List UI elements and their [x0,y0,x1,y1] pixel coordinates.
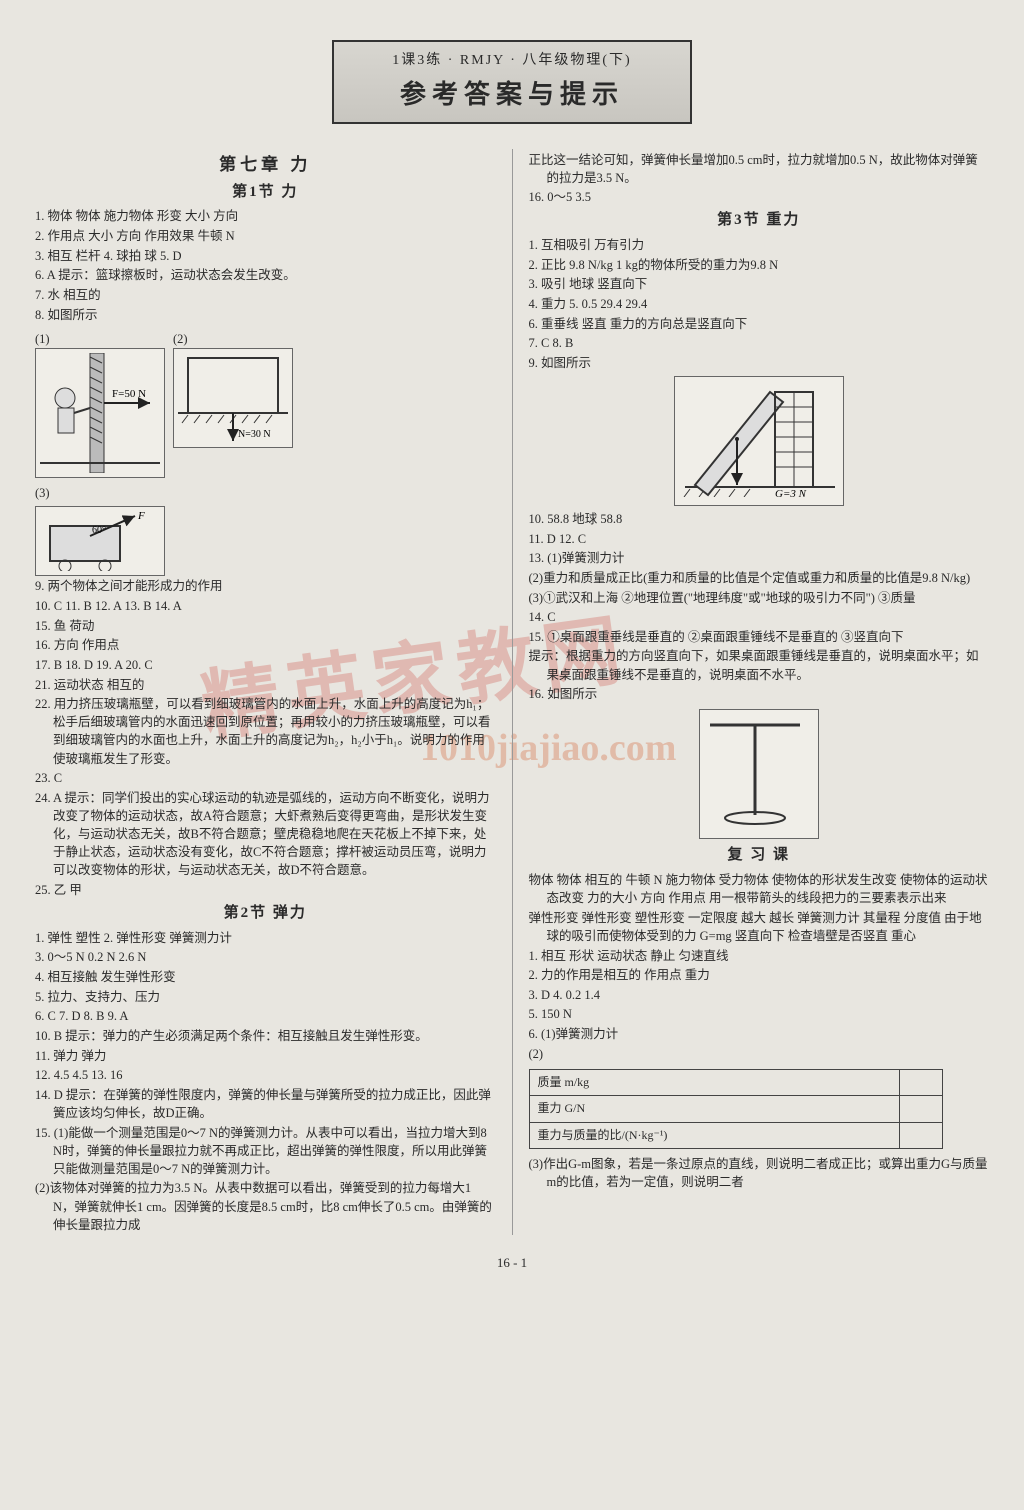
column-divider [512,149,513,1235]
subtitle: 1课3练 · RMJY · 八年级物理(下) [346,50,678,71]
ans: 提示：根据重力的方向竖直向下，如果桌面跟重锤线是垂直的，说明桌面水平；如果桌面跟… [529,647,990,683]
fig3-label: (3) [35,484,496,502]
ans: 22. 用力挤压玻璃瓶壁，可以看到细玻璃管内的水面上升，水面上升的高度记为h₁；… [35,695,496,768]
title-box: 1课3练 · RMJY · 八年级物理(下) 参考答案与提示 [332,40,692,124]
figure-3: F 60° [35,506,165,576]
ans: 9. 两个物体之间才能形成力的作用 [35,577,496,595]
ans: 16. 如图所示 [529,685,990,703]
ans: (2)重力和质量成正比(重力和质量的比值是个定值或重力和质量的比值是9.8 N/… [529,569,990,587]
ans: 2. 力的作用是相互的 作用点 重力 [529,966,990,984]
table-cell: 重力与质量的比/(N·kg⁻¹) [529,1122,900,1148]
force-label: F [137,511,145,522]
ans: 4. 相互接触 发生弹性形变 [35,968,496,986]
content-columns: 第七章 力 第1节 力 1. 物体 物体 施力物体 形变 大小 方向 2. 作用… [35,149,989,1235]
ans: 15. (1)能做一个测量范围是0～7 N的弹簧测力计。从表中可以看出，当拉力增… [35,1124,496,1178]
fig2-wrap: (2) N=30 N [173,330,293,478]
ans: (3)作出G-m图象，若是一条过原点的直线，则说明二者成正比；或算出重力G与质量… [529,1155,990,1191]
ans: 14. D 提示：在弹簧的弹性限度内，弹簧的伸长量与弹簧所受的拉力成正比，因此弹… [35,1086,496,1122]
ans: 16. 0～5 3.5 [529,188,990,206]
ans: 14. C [529,608,990,626]
review-title: 复 习 课 [529,845,990,867]
ans: 3. D 4. 0.2 1.4 [529,986,990,1004]
table-cell [900,1069,943,1095]
ans: 11. 弹力 弹力 [35,1047,496,1065]
section1-title: 第1节 力 [35,182,496,204]
figure-1: F=50 N [35,348,165,478]
fig1-svg: F=50 N [40,353,160,473]
mass-weight-table: 质量 m/kg 重力 G/N 重力与质量的比/(N·kg⁻¹) [529,1069,943,1149]
section3-title: 第3节 重力 [529,210,990,232]
figure-incline: G=3 N [674,376,844,506]
right-column: 正比这一结论可知，弹簧伸长量增加0.5 cm时，拉力就增加0.5 N，故此物体对… [529,149,990,1235]
fig2-svg: N=30 N [178,353,288,443]
ans: 9. 如图所示 [529,354,990,372]
force-label: N=30 N [238,429,271,440]
ans: 1. 互相吸引 万有引力 [529,236,990,254]
chapter7-title: 第七章 力 [35,153,496,178]
ans: 7. 水 相互的 [35,286,496,304]
angle-label: 60° [92,525,106,536]
ans: (2)该物体对弹簧的拉力为3.5 N。从表中数据可以看出，弹簧受到的拉力每增大1… [35,1179,496,1233]
g-label: G=3 N [775,488,807,497]
ans: 7. C 8. B [529,334,990,352]
ans: 16. 方向 作用点 [35,636,496,654]
ans: (2) [529,1045,990,1063]
ans: 15. ①桌面跟重垂线是垂直的 ②桌面跟重锤线不是垂直的 ③竖直向下 [529,628,990,646]
ans: 3. 相互 栏杆 4. 球拍 球 5. D [35,247,496,265]
ans: 物体 物体 相互的 牛顿 N 施力物体 受力物体 使物体的形状发生改变 使物体的… [529,871,990,907]
fig1-label: (1) [35,330,165,348]
ans: 1. 弹性 塑性 2. 弹性形变 弹簧测力计 [35,929,496,947]
fig2-label: (2) [173,330,293,348]
ans: 21. 运动状态 相互的 [35,676,496,694]
incline-svg: G=3 N [675,377,835,497]
ans: 3. 吸引 地球 竖直向下 [529,275,990,293]
ans: 10. C 11. B 12. A 13. B 14. A [35,597,496,615]
table-cell [900,1122,943,1148]
table-row: 质量 m/kg [529,1069,942,1095]
fig1-wrap: (1) F=50 N [35,330,165,478]
section2-title: 第2节 弹力 [35,903,496,925]
ans: 6. A 提示：篮球擦板时，运动状态会发生改变。 [35,266,496,284]
ans: 5. 150 N [529,1005,990,1023]
table-cell: 重力 G/N [529,1096,900,1122]
ans: 2. 作用点 大小 方向 作用效果 牛顿 N [35,227,496,245]
table-row: 重力与质量的比/(N·kg⁻¹) [529,1122,942,1148]
t-svg [700,710,810,830]
ans: 15. 鱼 荷动 [35,617,496,635]
ans: 25. 乙 甲 [35,881,496,899]
ans: 23. C [35,769,496,787]
ans: 12. 4.5 4.5 13. 16 [35,1066,496,1084]
ans: 17. B 18. D 19. A 20. C [35,656,496,674]
ans: 3. 0～5 N 0.2 N 2.6 N [35,948,496,966]
table-cell [900,1096,943,1122]
main-title: 参考答案与提示 [346,75,678,114]
ans: 正比这一结论可知，弹簧伸长量增加0.5 cm时，拉力就增加0.5 N，故此物体对… [529,151,990,187]
ans: 5. 拉力、支持力、压力 [35,988,496,1006]
ans: 10. B 提示：弹力的产生必须满足两个条件：相互接触且发生弹性形变。 [35,1027,496,1045]
force-label: F=50 N [112,388,146,400]
ans: 24. A 提示：同学们投出的实心球运动的轨迹是弧线的，运动方向不断变化，说明力… [35,789,496,880]
ans: 弹性形变 弹性形变 塑性形变 一定限度 越大 越长 弹簧测力计 其量程 分度值 … [529,909,990,945]
ans: 2. 正比 9.8 N/kg 1 kg的物体所受的重力为9.8 N [529,256,990,274]
left-column: 第七章 力 第1节 力 1. 物体 物体 施力物体 形变 大小 方向 2. 作用… [35,149,496,1235]
ans: 8. 如图所示 [35,306,496,324]
figure-t-shape [699,709,819,839]
ans: 1. 相互 形状 运动状态 静止 匀速直线 [529,947,990,965]
ans: 6. C 7. D 8. B 9. A [35,1007,496,1025]
ans: 13. (1)弹簧测力计 [529,549,990,567]
figure-row: (1) F=50 N (2) [35,330,496,478]
ans: 10. 58.8 地球 58.8 [529,510,990,528]
ans: 6. (1)弹簧测力计 [529,1025,990,1043]
ans: 1. 物体 物体 施力物体 形变 大小 方向 [35,207,496,225]
page-number: 16 - 1 [35,1253,989,1273]
ans: 4. 重力 5. 0.5 29.4 29.4 [529,295,990,313]
fig3-svg: F 60° [40,511,160,571]
ans: 6. 重垂线 竖直 重力的方向总是竖直向下 [529,315,990,333]
ans: (3)①武汉和上海 ②地理位置("地理纬度"或"地球的吸引力不同") ③质量 [529,589,990,607]
table-row: 重力 G/N [529,1096,942,1122]
ans: 11. D 12. C [529,530,990,548]
figure-2: N=30 N [173,348,293,448]
table-cell: 质量 m/kg [529,1069,900,1095]
